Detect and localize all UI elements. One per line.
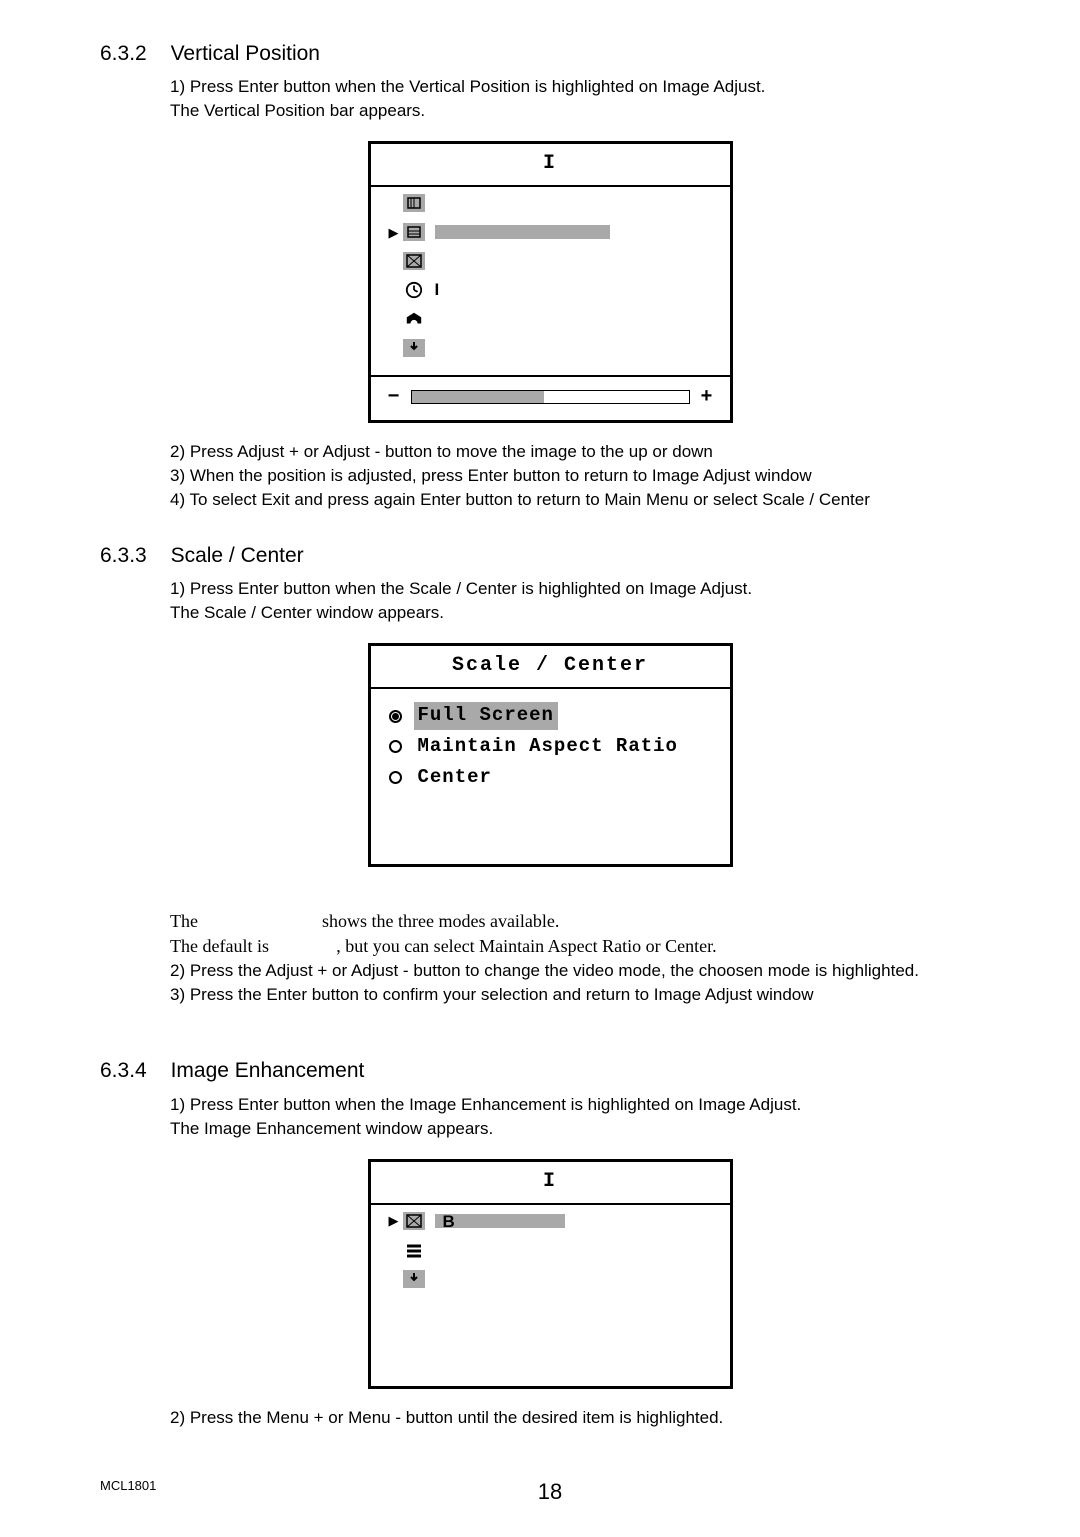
section-632-body: 1) Press Enter button when the Vertical … xyxy=(170,76,1000,123)
page-number: 18 xyxy=(100,1477,1000,1507)
radio-icon xyxy=(389,771,402,784)
s633-step2: 2) Press the Adjust + or Adjust - button… xyxy=(170,960,1000,983)
s632-steps: 2) Press Adjust + or Adjust - button to … xyxy=(170,441,1000,512)
section-num: 6.3.2 xyxy=(100,40,147,68)
enh-bar: B xyxy=(435,1214,565,1228)
vpos-bar xyxy=(435,225,610,239)
figure-scale-center-osd: Scale / Center Full Screen Maintain Aspe… xyxy=(368,643,733,867)
bar-b-label: B xyxy=(443,1211,455,1234)
osd-row-scale xyxy=(389,249,716,273)
s633-after: The shows the three modes available. The… xyxy=(170,909,1000,1007)
s632-step2: 2) Press Adjust + or Adjust - button to … xyxy=(170,441,1000,464)
osd-title-ie: I xyxy=(371,1162,730,1203)
s633-line2: The default is , but you can select Main… xyxy=(170,934,1000,959)
figure-image-enhancement-osd: I ▶ B xyxy=(368,1159,733,1389)
section-num: 6.3.3 xyxy=(100,542,147,570)
s633-p2: The Scale / Center window appears. xyxy=(170,602,1000,625)
section-heading-632: 6.3.2 Vertical Position xyxy=(100,40,1000,68)
s632-p1: 1) Press Enter button when the Vertical … xyxy=(170,76,1000,99)
lines-icon xyxy=(403,1240,425,1260)
s633-line1: The shows the three modes available. xyxy=(170,909,1000,933)
option-label-center: Center xyxy=(414,764,496,792)
osd-row-vpos: ▶ xyxy=(389,220,716,244)
osd-title: I xyxy=(371,144,730,185)
scale2-icon xyxy=(403,1212,425,1230)
osd-sc-body: Full Screen Maintain Aspect Ratio Center xyxy=(371,689,730,864)
exit-icon xyxy=(403,339,425,357)
exit-icon xyxy=(403,1270,425,1288)
arrow-icon: ▶ xyxy=(389,1214,403,1227)
osd-row-exit xyxy=(389,336,716,360)
section-heading-634: 6.3.4 Image Enhancement xyxy=(100,1057,1000,1085)
osd-slider-row: − + xyxy=(371,377,730,420)
vpos-icon xyxy=(403,223,425,241)
osd-ie-body: ▶ B xyxy=(371,1205,730,1386)
s633-step3: 3) Press the Enter button to confirm you… xyxy=(170,984,1000,1007)
scale-icon xyxy=(403,252,425,270)
radio-filled-icon xyxy=(389,710,402,723)
osd-row-hpos xyxy=(389,191,716,215)
option-aspect: Maintain Aspect Ratio xyxy=(389,733,712,761)
section-634-body: 1) Press Enter button when the Image Enh… xyxy=(170,1094,1000,1141)
hpos-icon xyxy=(403,194,425,212)
s632-p2: The Vertical Position bar appears. xyxy=(170,100,1000,123)
radio-icon xyxy=(389,740,402,753)
s634-step2: 2) Press the Menu + or Menu - button unt… xyxy=(170,1407,1000,1430)
option-full-screen: Full Screen xyxy=(389,702,712,730)
slider-plus: + xyxy=(700,383,714,410)
osd-title-sc: Scale / Center xyxy=(371,646,730,687)
arrow-icon: ▶ xyxy=(389,226,403,239)
section-title: Vertical Position xyxy=(171,42,320,65)
option-label-aspect: Maintain Aspect Ratio xyxy=(414,733,682,761)
section-title: Image Enhancement xyxy=(171,1059,365,1082)
osd-row-info xyxy=(389,307,716,331)
section-title: Scale / Center xyxy=(171,544,304,567)
slider-fill xyxy=(412,391,545,403)
info-icon xyxy=(403,309,425,329)
option-label-full: Full Screen xyxy=(414,702,558,730)
osd-row-lines xyxy=(389,1238,716,1262)
s632-step3: 3) When the position is adjusted, press … xyxy=(170,465,1000,488)
section-heading-633: 6.3.3 Scale / Center xyxy=(100,542,1000,570)
slider-minus: − xyxy=(387,383,401,410)
s633-p1: 1) Press Enter button when the Scale / C… xyxy=(170,578,1000,601)
osd-row-enhance: I xyxy=(389,278,716,302)
figure-vertical-position-osd: I ▶ I xyxy=(368,141,733,423)
clock-icon xyxy=(403,280,425,300)
s634-p1: 1) Press Enter button when the Image Enh… xyxy=(170,1094,1000,1117)
section-num: 6.3.4 xyxy=(100,1057,147,1085)
option-center: Center xyxy=(389,764,712,792)
osd-body: ▶ I xyxy=(371,187,730,375)
s634-steps: 2) Press the Menu + or Menu - button unt… xyxy=(170,1407,1000,1430)
s634-p2: The Image Enhancement window appears. xyxy=(170,1118,1000,1141)
osd-row-b: ▶ B xyxy=(389,1209,716,1233)
section-633-body: 1) Press Enter button when the Scale / C… xyxy=(170,578,1000,625)
s632-step4: 4) To select Exit and press again Enter … xyxy=(170,489,1000,512)
osd-row-text: I xyxy=(435,279,440,302)
slider-track xyxy=(411,390,690,404)
osd-row-exit2 xyxy=(389,1267,716,1291)
